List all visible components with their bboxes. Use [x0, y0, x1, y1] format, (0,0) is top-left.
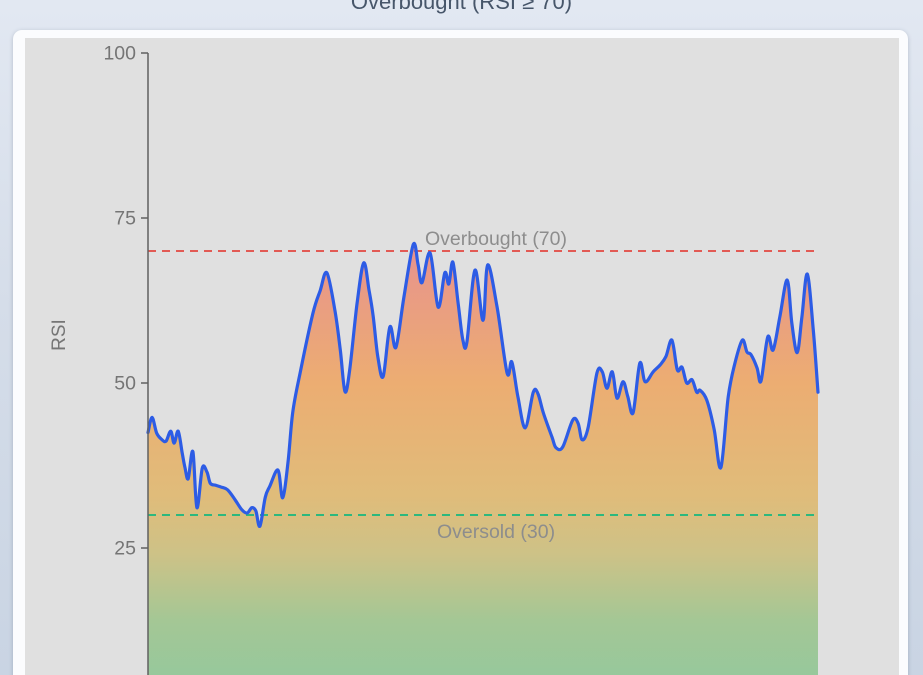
y-tick-label: 75 [114, 208, 136, 230]
y-tick-label: 50 [114, 373, 136, 395]
y-tick-label: 25 [114, 538, 136, 560]
chart-card: Overbought (70) Oversold (30) 100 75 50 25 RSI [13, 30, 908, 675]
rsi-line [146, 241, 820, 528]
overbought-label: Overbought (70) [425, 228, 567, 250]
rsi-chart-svg: Overbought (70) Oversold (30) 100 75 50 25 RSI [49, 43, 820, 675]
chart-section-title: Overbought (RSI ≥ 70) [350, 0, 573, 14]
y-axis-title: RSI [49, 319, 70, 351]
y-tick-label: 100 [103, 43, 136, 65]
oversold-label: Oversold (30) [437, 521, 555, 543]
rsi-chart: Overbought (70) Oversold (30) 100 75 50 25 RSI [25, 38, 899, 675]
rsi-area-fill [148, 243, 818, 675]
